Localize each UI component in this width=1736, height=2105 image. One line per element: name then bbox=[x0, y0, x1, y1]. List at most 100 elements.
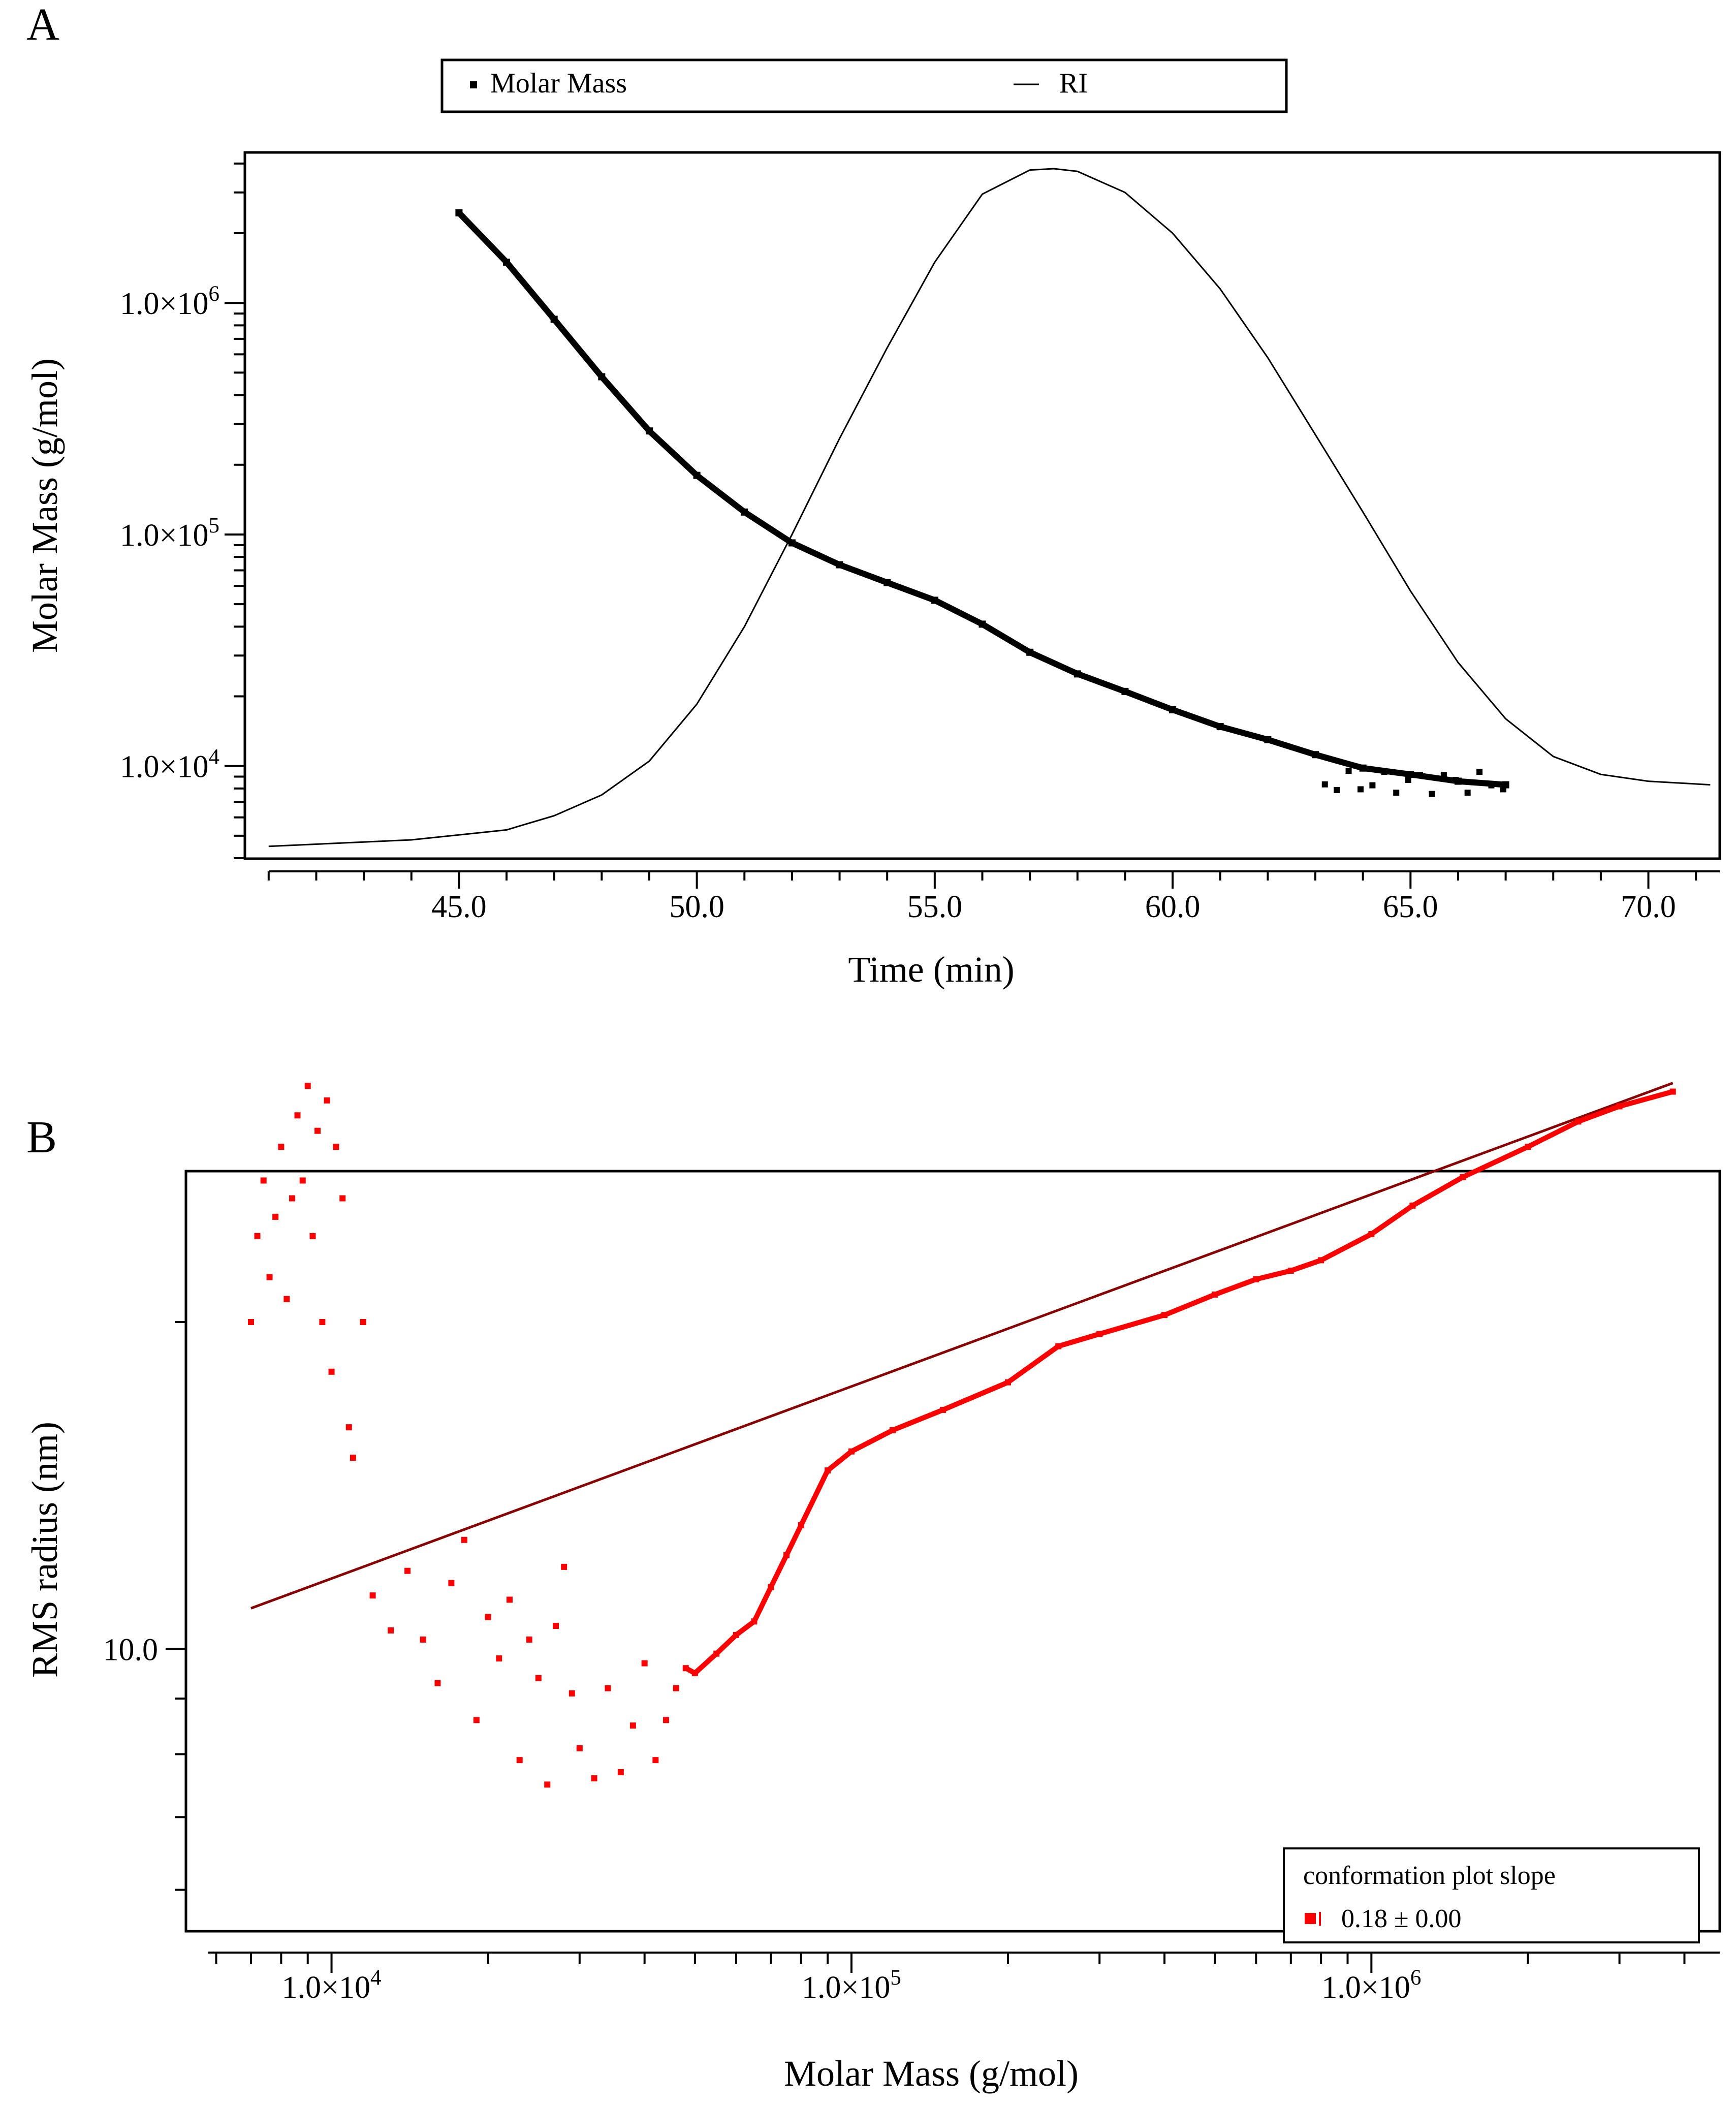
rms-radius-point bbox=[641, 1660, 648, 1667]
molar-mass-point bbox=[1334, 787, 1340, 793]
molar-mass-point bbox=[550, 316, 558, 323]
rms-radius-point bbox=[553, 1623, 559, 1629]
rms-radius-point bbox=[1368, 1231, 1375, 1237]
molar-mass-point bbox=[1500, 786, 1506, 793]
rms-radius-point bbox=[691, 1670, 698, 1676]
rms-radius-point bbox=[605, 1685, 611, 1691]
panel-a: A Molar Mass RI 45.0 50.0 55.0 60.0 65.0 70.0… bbox=[24, 0, 1721, 990]
panel-a-plot-frame bbox=[243, 151, 1721, 860]
molar-mass-point bbox=[1169, 706, 1177, 713]
molar-mass-point bbox=[1026, 648, 1034, 656]
molar-mass-point bbox=[1345, 768, 1352, 774]
molar-mass-point bbox=[1429, 791, 1435, 797]
legend-molar-mass-marker bbox=[470, 81, 477, 88]
molar-mass-point bbox=[1453, 777, 1459, 783]
panel-a-xlabel: Time (min) bbox=[848, 949, 1014, 990]
molar-mass-point bbox=[645, 427, 653, 435]
panel-b-y-tick-label: 10.0 bbox=[103, 1632, 159, 1667]
rms-radius-point bbox=[1409, 1202, 1416, 1209]
rms-radius-point bbox=[309, 1233, 316, 1239]
rms-radius-point bbox=[339, 1195, 346, 1202]
panel-a-y-tick-label: 1.0×106 bbox=[120, 282, 219, 321]
panel-a-legend-box bbox=[440, 58, 1288, 113]
rms-radius-point bbox=[294, 1112, 301, 1119]
rms-radius-point bbox=[617, 1769, 624, 1775]
rms-radius-point bbox=[319, 1318, 326, 1325]
rms-radius-point bbox=[1525, 1144, 1531, 1150]
molar-mass-point bbox=[693, 472, 701, 479]
rms-radius-point bbox=[940, 1406, 946, 1413]
rms-radius-point bbox=[1253, 1276, 1259, 1282]
panel-a-x-tick-label: 50.0 bbox=[669, 890, 724, 924]
rms-radius-point bbox=[496, 1655, 502, 1662]
rms-radius-point bbox=[272, 1213, 279, 1220]
rms-radius-point bbox=[751, 1618, 757, 1625]
molar-mass-point bbox=[1393, 790, 1400, 796]
molar-mass-point bbox=[598, 373, 606, 381]
panel-b-plot-frame bbox=[184, 1170, 1721, 1933]
rms-radius-point bbox=[783, 1552, 790, 1558]
rms-radius-point bbox=[576, 1745, 583, 1751]
molar-mass-point bbox=[1312, 751, 1319, 759]
panel-b: B 1.0×104 1.0×105 1.0×106 10.0 conformation… bbox=[24, 1082, 1721, 2094]
rms-radius-point bbox=[345, 1424, 352, 1431]
panel-b-xlabel: Molar Mass (g/mol) bbox=[784, 2053, 1079, 2094]
rms-radius-point bbox=[434, 1680, 441, 1686]
rms-radius-point bbox=[526, 1636, 532, 1643]
rms-radius-point bbox=[1096, 1331, 1103, 1337]
rms-radius-point bbox=[1055, 1343, 1062, 1349]
rms-radius-point bbox=[591, 1775, 597, 1782]
rms-radius-point bbox=[304, 1083, 311, 1089]
rms-radius-point bbox=[1005, 1379, 1012, 1386]
legend-molar-mass-label: Molar Mass bbox=[490, 68, 627, 99]
panel-b-x-tick-label: 1.0×104 bbox=[282, 1966, 382, 2005]
rms-radius-point bbox=[461, 1536, 467, 1543]
molar-mass-point bbox=[1381, 769, 1387, 775]
molar-mass-point bbox=[1357, 786, 1364, 793]
panel-b-legend-entry: 0.18 ± 0.00 bbox=[1341, 1904, 1462, 1933]
molar-mass-point bbox=[1417, 772, 1424, 778]
rms-radius-point bbox=[448, 1580, 455, 1586]
panel-a-x-tick-label: 60.0 bbox=[1145, 890, 1201, 924]
rms-radius-point bbox=[1616, 1103, 1623, 1110]
panel-b-legend: conformation plot slope 0.18 ± 0.00 bbox=[1283, 1847, 1700, 1943]
panel-a-series bbox=[268, 168, 1711, 847]
rms-radius-point bbox=[328, 1368, 335, 1375]
panel-b-series bbox=[248, 1082, 1676, 1788]
molar-mass-point bbox=[455, 209, 463, 216]
rms-radius-point bbox=[544, 1781, 551, 1788]
panel-b-axes: 1.0×104 1.0×105 1.0×106 10.0 bbox=[103, 1321, 1720, 2005]
rms-radius-point bbox=[652, 1757, 659, 1764]
rms-radius-trace bbox=[684, 1089, 1674, 1676]
rms-radius-point bbox=[266, 1274, 273, 1280]
rms-radius-point bbox=[673, 1685, 679, 1691]
rms-radius-point bbox=[350, 1455, 356, 1461]
rms-radius-point bbox=[388, 1627, 394, 1633]
conformation-fit-line bbox=[250, 1082, 1674, 1610]
molar-mass-point bbox=[836, 561, 843, 569]
rms-radius-point bbox=[713, 1650, 720, 1657]
molar-mass-point bbox=[1074, 670, 1081, 678]
molar-mass-point bbox=[1264, 736, 1272, 743]
rms-radius-point bbox=[1161, 1312, 1168, 1318]
rms-radius-point bbox=[1575, 1118, 1582, 1125]
rms-radius-point bbox=[1287, 1267, 1294, 1274]
rms-radius-point bbox=[535, 1675, 542, 1681]
rms-radius-point bbox=[324, 1097, 330, 1104]
panel-b-x-tick-label: 1.0×105 bbox=[802, 1966, 901, 2005]
rms-radius-point bbox=[1212, 1291, 1218, 1298]
rms-radius-point bbox=[889, 1427, 896, 1433]
rms-radius-point bbox=[569, 1690, 575, 1696]
molar-mass-point bbox=[788, 539, 796, 547]
panel-a-axes: 45.0 50.0 55.0 60.0 65.0 70.0 1.0×104 1.0×105 1.… bbox=[120, 162, 1720, 924]
panel-a-x-tick-label: 65.0 bbox=[1383, 890, 1438, 924]
panel-a-x-tick-label: 45.0 bbox=[431, 890, 487, 924]
panel-b-ylabel: RMS radius (nm) bbox=[24, 1422, 65, 1678]
rms-radius-point bbox=[1318, 1257, 1324, 1264]
molar-mass-point bbox=[1464, 790, 1471, 796]
legend-ri-label: RI bbox=[1059, 68, 1088, 99]
molar-mass-point bbox=[931, 596, 938, 604]
rms-radius-point bbox=[314, 1127, 321, 1134]
rms-radius-point bbox=[825, 1467, 831, 1474]
rms-radius-point bbox=[1460, 1174, 1466, 1180]
